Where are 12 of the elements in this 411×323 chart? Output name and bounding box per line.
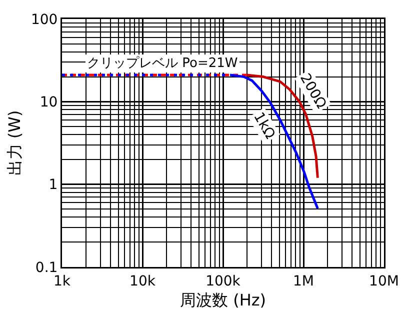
x-tick-label: 10M	[369, 273, 399, 290]
y-tick-label: 1	[48, 177, 58, 194]
x-tick-label: 1k	[53, 273, 72, 290]
x-axis-title: 周波数 (Hz)	[180, 290, 266, 310]
y-tick-label: 10	[40, 94, 58, 111]
x-tick-label: 1M	[293, 273, 314, 290]
y-tick-label: 0.1	[35, 260, 58, 276]
y-axis-title: 出力 (W)	[5, 110, 24, 176]
x-tick-label: 10k	[130, 273, 156, 290]
y-tick-label: 100	[30, 12, 58, 28]
annotation: クリップレベル Po=21W	[87, 56, 238, 71]
x-tick-label: 100k	[206, 273, 242, 290]
